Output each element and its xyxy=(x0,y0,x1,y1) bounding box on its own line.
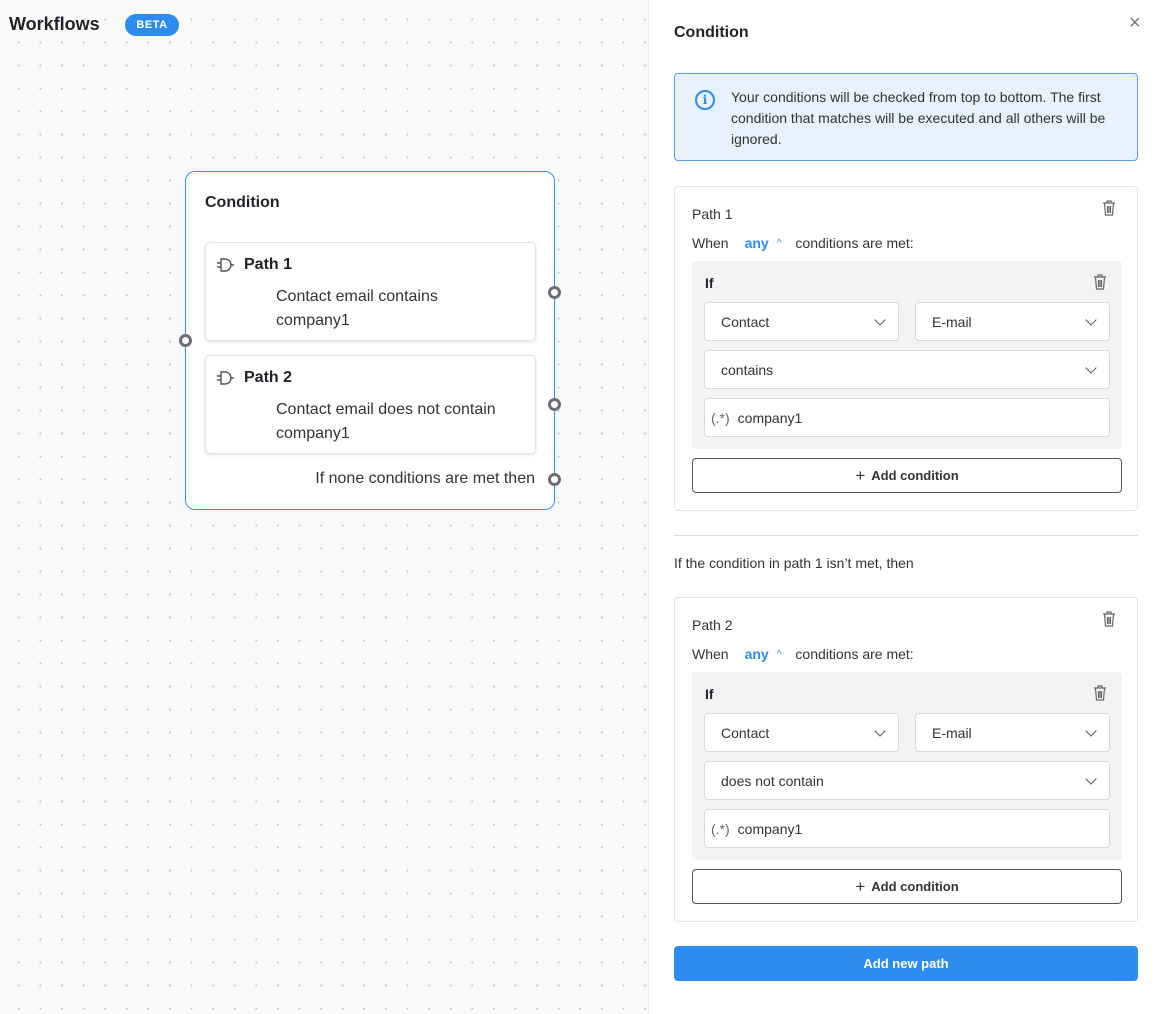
add-new-path-button[interactable]: Add new path xyxy=(674,946,1138,981)
plus-icon: + xyxy=(855,465,866,485)
output-handle-path-1[interactable] xyxy=(548,286,561,299)
object-select[interactable]: Contact xyxy=(704,713,899,752)
add-condition-button[interactable]: + Add condition xyxy=(692,869,1122,904)
input-value: company1 xyxy=(737,409,803,426)
logic-gate-icon xyxy=(217,371,234,385)
match-mode-dropdown[interactable]: any xyxy=(744,646,769,662)
if-label: If xyxy=(705,686,714,702)
select-value: E-mail xyxy=(932,313,972,330)
when-label: When xyxy=(692,646,729,662)
chevron-down-icon xyxy=(1085,725,1097,737)
node-title: Condition xyxy=(205,194,280,211)
chevron-down-icon xyxy=(874,314,886,326)
trash-icon[interactable] xyxy=(1093,274,1107,290)
input-handle[interactable] xyxy=(179,334,192,347)
if-label: If xyxy=(705,275,714,291)
node-path-desc: Contact email contains company1 xyxy=(276,288,438,329)
node-path-title: Path 1 xyxy=(244,256,293,273)
button-label: Add condition xyxy=(871,468,959,483)
between-paths-text: If the condition in path 1 isn’t met, th… xyxy=(674,555,914,571)
add-condition-button[interactable]: + Add condition xyxy=(692,458,1122,493)
input-value: company1 xyxy=(737,820,803,837)
fallback-label: If none conditions are met then xyxy=(315,470,535,487)
node-path-card[interactable]: Path 2 Contact email does not contain co… xyxy=(205,355,536,454)
select-value: does not contain xyxy=(721,772,824,789)
logic-gate-icon xyxy=(217,258,234,272)
object-select[interactable]: Contact xyxy=(704,302,899,341)
close-icon[interactable]: × xyxy=(1129,12,1141,34)
path-name: Path 2 xyxy=(692,617,733,633)
select-value: contains xyxy=(721,361,774,378)
condition-group: If Contact E-mail does not contain (.*) c… xyxy=(692,672,1122,860)
divider xyxy=(674,535,1138,536)
match-mode: When any ^ conditions are met: xyxy=(692,646,914,662)
met-label: conditions are met: xyxy=(795,646,914,662)
chevron-down-icon xyxy=(1085,314,1097,326)
info-box: i Your conditions will be checked from t… xyxy=(674,73,1138,161)
met-label: conditions are met: xyxy=(795,235,914,251)
chevron-down-icon xyxy=(1085,362,1097,374)
info-icon: i xyxy=(695,90,715,110)
value-input[interactable]: (.*) company1 xyxy=(704,809,1110,848)
chevron-down-icon xyxy=(874,725,886,737)
workflow-canvas[interactable]: Workflows BETA Condition Path 1 Contact … xyxy=(0,0,648,1014)
plus-icon: + xyxy=(855,876,866,896)
when-label: When xyxy=(692,235,729,251)
chevron-down-icon xyxy=(1085,773,1097,785)
node-path-card[interactable]: Path 1 Contact email contains company1 xyxy=(205,242,536,341)
node-path-desc: Contact email does not contain company1 xyxy=(276,401,496,442)
path-card-1: Path 1 When any ^ conditions are met: If… xyxy=(674,186,1138,511)
output-handle-path-2[interactable] xyxy=(548,398,561,411)
regex-icon: (.*) xyxy=(711,820,730,837)
trash-icon[interactable] xyxy=(1102,611,1116,627)
node-path-title: Path 2 xyxy=(244,369,293,386)
match-mode: When any ^ conditions are met: xyxy=(692,235,914,251)
operator-select[interactable]: contains xyxy=(704,350,1110,389)
trash-icon[interactable] xyxy=(1093,685,1107,701)
beta-badge: BETA xyxy=(125,14,179,36)
condition-node[interactable]: Condition Path 1 Contact email contains … xyxy=(185,171,555,510)
condition-panel: Condition × i Your conditions will be ch… xyxy=(648,0,1155,1014)
match-mode-dropdown[interactable]: any xyxy=(744,235,769,251)
value-input[interactable]: (.*) company1 xyxy=(704,398,1110,437)
output-handle-fallback[interactable] xyxy=(548,473,561,486)
select-value: Contact xyxy=(721,313,770,330)
chevron-up-icon[interactable]: ^ xyxy=(776,648,782,660)
field-select[interactable]: E-mail xyxy=(915,302,1110,341)
regex-icon: (.*) xyxy=(711,409,730,426)
path-card-2: Path 2 When any ^ conditions are met: If… xyxy=(674,597,1138,922)
select-value: E-mail xyxy=(932,724,972,741)
field-select[interactable]: E-mail xyxy=(915,713,1110,752)
trash-icon[interactable] xyxy=(1102,200,1116,216)
condition-group: If Contact E-mail contains (.*) company1 xyxy=(692,261,1122,449)
operator-select[interactable]: does not contain xyxy=(704,761,1110,800)
info-text: Your conditions will be checked from top… xyxy=(731,89,1106,147)
select-value: Contact xyxy=(721,724,770,741)
button-label: Add condition xyxy=(871,879,959,894)
chevron-up-icon[interactable]: ^ xyxy=(776,237,782,249)
app-title: Workflows xyxy=(9,14,100,34)
path-name: Path 1 xyxy=(692,206,733,222)
panel-title: Condition xyxy=(674,24,749,41)
